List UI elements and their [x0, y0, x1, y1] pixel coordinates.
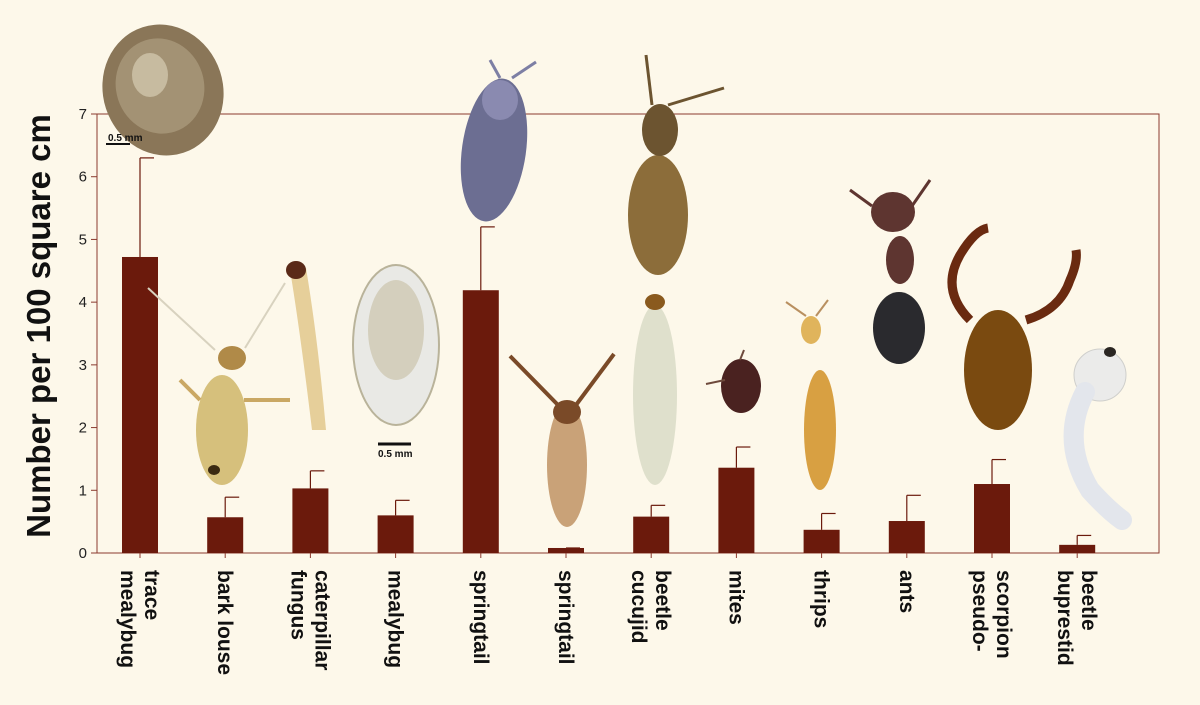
- bar: [803, 529, 840, 553]
- y-tick-label: 7: [79, 106, 87, 123]
- bar: [292, 488, 329, 553]
- mite-photo: [705, 349, 761, 413]
- y-axis-label: Number per 100 square cm: [20, 114, 57, 538]
- x-category-label-line: pseudo-: [968, 570, 991, 652]
- x-category-label-line: fungus: [286, 570, 309, 640]
- x-category-label-line: buprestid: [1053, 570, 1076, 666]
- x-category-label: pseudo-scorpion: [968, 570, 1015, 659]
- fungus-caterpillar-photo: [286, 261, 326, 430]
- bar: [974, 484, 1010, 553]
- x-category-label-line: thrips: [810, 570, 833, 628]
- y-axis: 0 1 2 3 4 5 6 7: [79, 106, 97, 562]
- scale-bar-label-1: 0.5 mm: [108, 133, 143, 144]
- bar: [462, 290, 499, 553]
- x-category-label-line: beetle: [1077, 570, 1100, 631]
- bar: [548, 547, 584, 553]
- x-category-label-line: mealybug: [116, 570, 139, 668]
- springtail-photo-2: [508, 352, 616, 527]
- bar: [377, 515, 414, 553]
- springtail-photo-1: [460, 59, 537, 222]
- x-category-label-line: springtail: [554, 570, 577, 665]
- thrips-photo: [785, 299, 836, 490]
- x-category-label: springtail: [469, 570, 492, 665]
- x-category-label-line: trace: [140, 570, 163, 620]
- y-tick-label: 4: [79, 294, 87, 311]
- x-category-label: mealybug trace: [116, 570, 163, 668]
- x-category-label: thrips: [810, 570, 833, 628]
- specimen-photos: 0.5 mm 0.5 mm: [102, 24, 1132, 530]
- bar: [633, 516, 670, 553]
- x-category-label: buprestid beetle: [1053, 570, 1100, 666]
- y-tick-label: 3: [79, 357, 87, 374]
- x-category-label-line: caterpillar: [310, 570, 333, 670]
- pseudoscorpion-photo: [947, 223, 1081, 430]
- x-category-label: cucujid beetle: [627, 570, 674, 644]
- cucujid-beetle-photo: [628, 54, 725, 275]
- x-category-label: mealybug: [384, 570, 407, 668]
- x-axis-category-labels: mealybug trace bark louse fungus caterpillar…: [116, 570, 1100, 675]
- x-category-label-line: springtail: [469, 570, 492, 665]
- mealybug-trace-photo: 0.5 mm: [102, 24, 224, 156]
- x-category-label-line: scorpion: [992, 570, 1015, 659]
- x-category-label-line: ants: [895, 570, 918, 613]
- bar-series: [122, 157, 1096, 558]
- bar: [888, 521, 925, 553]
- mealybug-photo: 0.5 mm: [352, 264, 440, 460]
- cucujid-larva-photo: [633, 294, 677, 485]
- y-tick-label: 6: [79, 169, 87, 186]
- bar: [122, 256, 158, 553]
- bar: [718, 467, 755, 553]
- x-category-label: fungus caterpillar: [286, 570, 333, 670]
- x-category-label: springtail: [554, 570, 577, 665]
- buprestid-beetle-photo: [1063, 347, 1132, 530]
- x-category-label-line: bark louse: [213, 570, 236, 675]
- y-tick-label: 2: [79, 420, 87, 437]
- bar: [1059, 544, 1096, 553]
- bar: [207, 517, 244, 553]
- y-tick-label: 1: [79, 482, 87, 499]
- ant-photo: [849, 179, 932, 364]
- y-tick-label: 0: [79, 545, 87, 562]
- x-category-label-line: beetle: [651, 570, 674, 631]
- bark-louse-photo: [147, 282, 290, 485]
- scale-bar-label-2: 0.5 mm: [378, 449, 413, 460]
- x-category-label-line: cucujid: [627, 570, 650, 644]
- x-category-label-line: mealybug: [384, 570, 407, 668]
- x-category-label-line: mites: [724, 570, 747, 625]
- x-category-label: mites: [724, 570, 747, 625]
- y-tick-label: 5: [79, 231, 87, 248]
- x-category-label: ants: [895, 570, 918, 613]
- x-category-label: bark louse: [213, 570, 236, 675]
